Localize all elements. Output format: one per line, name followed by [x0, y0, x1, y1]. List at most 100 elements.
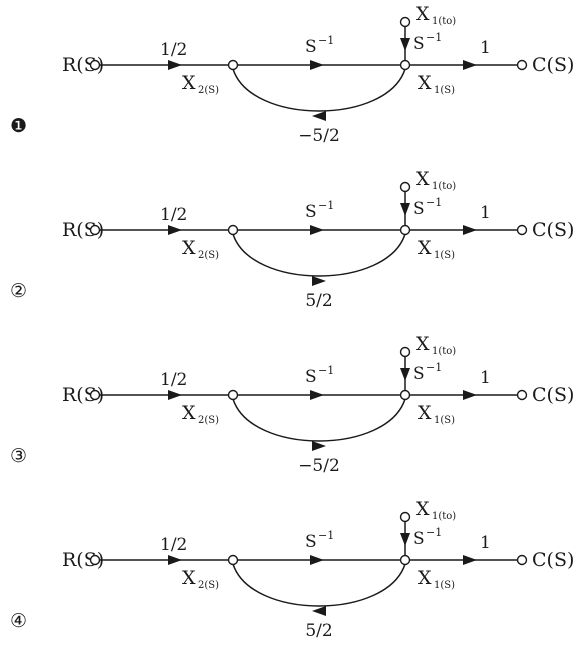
arrow-input: [168, 225, 182, 235]
arrow-init: [400, 533, 410, 546]
input-node: [89, 59, 101, 71]
gain-input-label: 1/2: [160, 535, 187, 555]
state-x1-node: [399, 389, 411, 401]
arrow-init: [400, 203, 410, 216]
init-condition-node: [399, 16, 411, 28]
output-label: C(S): [532, 54, 574, 76]
state-x1-node: [399, 554, 411, 566]
arrow-loop: [312, 276, 326, 286]
arrow-forward: [310, 225, 324, 235]
init-condition-subscript: 1(to): [432, 16, 456, 27]
arrow-forward: [310, 60, 324, 70]
state-x1-subscript: 1(S): [434, 250, 455, 261]
output-label: C(S): [532, 384, 574, 406]
state-x1-subscript: 1(S): [434, 85, 455, 96]
branch-loop: [232, 68, 406, 112]
gain-forward-label: S: [305, 367, 317, 387]
state-x1-node: [399, 59, 411, 71]
gain-output-label: 1: [480, 368, 491, 388]
gain-init-exponent: −1: [426, 31, 442, 44]
input-node: [89, 389, 101, 401]
gain-forward-label: S: [305, 532, 317, 552]
gain-init-exponent: −1: [426, 361, 442, 374]
option-2: ②R(S) C(S)5/21/2 S −1 S −11X 2(S) X 1(S)X 1(to): [10, 168, 574, 311]
loop-gain-label: 5/2: [305, 621, 332, 641]
option-marker: ③: [10, 445, 27, 467]
gain-init-label: S: [413, 364, 425, 384]
state-x2-subscript: 2(S): [198, 250, 219, 261]
option-marker: ❶: [10, 115, 27, 137]
output-node: [516, 59, 528, 71]
gain-forward-exponent: −1: [318, 199, 334, 212]
option-3: ③R(S) C(S)−5/21/2 S −1 S −11X 2(S) X 1(S)X 1(to): [10, 333, 574, 476]
output-label: C(S): [532, 219, 574, 241]
option-marker: ②: [10, 280, 27, 302]
gain-init-label: S: [413, 34, 425, 54]
state-x1-subscript: 1(S): [434, 580, 455, 591]
init-condition-subscript: 1(to): [432, 181, 456, 192]
gain-output-label: 1: [480, 38, 491, 58]
option-4: ④R(S) C(S)5/21/2 S −1 S −11X 2(S) X 1(S)X 1(to): [10, 498, 574, 641]
input-label: R(S): [62, 549, 104, 571]
state-x2-node: [227, 59, 239, 71]
loop-gain-label: 5/2: [305, 291, 332, 311]
gain-forward-label: S: [305, 37, 317, 57]
state-x1-label: X: [418, 402, 432, 424]
option-1: ❶R(S) C(S)−5/21/2 S −1 S −11X 2(S) X 1(S)X 1(to): [10, 3, 574, 146]
loop-gain-label: −5/2: [298, 456, 340, 476]
gain-forward-exponent: −1: [318, 34, 334, 47]
output-node: [516, 224, 528, 236]
gain-init-exponent: −1: [426, 196, 442, 209]
gain-input-label: 1/2: [160, 205, 187, 225]
input-node: [89, 224, 101, 236]
state-x2-label: X: [182, 402, 196, 424]
state-x2-node: [227, 224, 239, 236]
gain-forward-label: S: [305, 202, 317, 222]
output-node: [516, 389, 528, 401]
arrow-forward: [310, 390, 324, 400]
init-condition-node: [399, 511, 411, 523]
arrow-output: [463, 390, 477, 400]
gain-input-label: 1/2: [160, 40, 187, 60]
output-node: [516, 554, 528, 566]
arrow-input: [168, 60, 182, 70]
branch-loop: [232, 398, 406, 442]
init-condition-node: [399, 181, 411, 193]
init-condition-subscript: 1(to): [432, 346, 456, 357]
arrow-input: [168, 390, 182, 400]
branch-loop: [232, 233, 406, 277]
state-x2-node: [227, 389, 239, 401]
gain-init-label: S: [413, 529, 425, 549]
gain-input-label: 1/2: [160, 370, 187, 390]
state-x1-label: X: [418, 567, 432, 589]
gain-forward-exponent: −1: [318, 364, 334, 377]
arrow-loop: [312, 111, 326, 121]
arrow-input: [168, 555, 182, 565]
output-label: C(S): [532, 549, 574, 571]
state-x1-label: X: [418, 237, 432, 259]
state-x2-label: X: [182, 72, 196, 94]
state-x2-subscript: 2(S): [198, 85, 219, 96]
gain-output-label: 1: [480, 533, 491, 553]
init-condition-label: X: [416, 3, 430, 25]
state-x1-node: [399, 224, 411, 236]
state-x1-label: X: [418, 72, 432, 94]
option-marker: ④: [10, 610, 27, 632]
init-condition-subscript: 1(to): [432, 511, 456, 522]
loop-gain-label: −5/2: [298, 126, 340, 146]
state-x2-subscript: 2(S): [198, 415, 219, 426]
arrow-output: [463, 555, 477, 565]
state-x2-node: [227, 554, 239, 566]
init-condition-node: [399, 346, 411, 358]
arrow-init: [400, 38, 410, 51]
arrow-loop: [312, 441, 326, 451]
arrow-output: [463, 225, 477, 235]
gain-output-label: 1: [480, 203, 491, 223]
gain-init-label: S: [413, 199, 425, 219]
input-node: [89, 554, 101, 566]
input-label: R(S): [62, 54, 104, 76]
init-condition-label: X: [416, 168, 430, 190]
arrow-output: [463, 60, 477, 70]
init-condition-label: X: [416, 333, 430, 355]
